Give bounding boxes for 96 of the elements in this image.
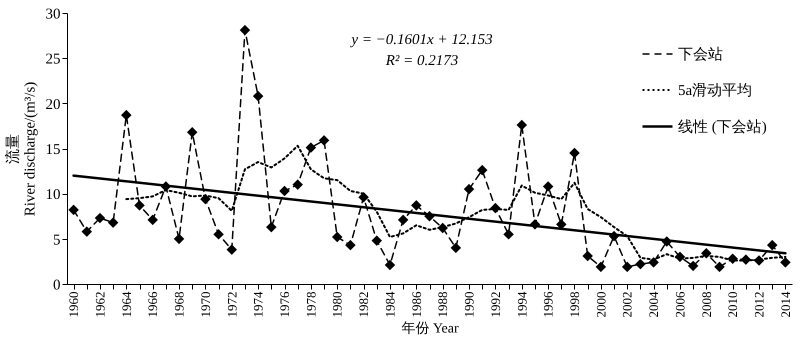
x-tick-label: 2014 xyxy=(778,291,793,318)
y-tick-label: 5 xyxy=(53,232,60,248)
point xyxy=(358,192,369,203)
x-tick-label: 1982 xyxy=(356,292,372,318)
x-tick-label: 1974 xyxy=(250,291,266,318)
point xyxy=(174,234,184,244)
point xyxy=(476,164,488,176)
point xyxy=(437,222,448,234)
annotation: R² = 0.2173 xyxy=(384,53,458,69)
x-tick-label: 1972 xyxy=(224,292,240,318)
x-tick-label: 1968 xyxy=(172,292,187,318)
y-tick-label: 15 xyxy=(46,142,60,158)
point xyxy=(569,148,580,158)
point xyxy=(701,248,712,259)
point xyxy=(384,260,396,270)
x-tick-label: 1988 xyxy=(435,292,450,318)
y-tick-label: 30 xyxy=(46,6,60,22)
point xyxy=(279,186,290,196)
point xyxy=(121,110,132,120)
x-tick-label: 2010 xyxy=(725,292,740,318)
x-tick-label: 1994 xyxy=(514,291,530,318)
point xyxy=(424,211,435,222)
point xyxy=(292,179,303,190)
point xyxy=(94,212,106,224)
x-tick-label: 1978 xyxy=(303,292,318,318)
x-tick-label: 2006 xyxy=(672,291,688,318)
point xyxy=(740,254,752,265)
y-tick-label: 20 xyxy=(46,96,60,113)
x-tick-label: 1990 xyxy=(462,292,477,318)
point xyxy=(345,240,356,250)
y-tick-label: 25 xyxy=(46,52,60,68)
point xyxy=(372,235,382,246)
point xyxy=(674,252,686,262)
point xyxy=(688,260,698,272)
x-tick-label: 2012 xyxy=(752,292,767,318)
point xyxy=(662,236,672,247)
point xyxy=(411,200,422,211)
x-tick-label: 1976 xyxy=(277,291,292,318)
point xyxy=(596,262,606,272)
point xyxy=(490,202,501,214)
point xyxy=(622,262,632,272)
legend-label: 线性 (下会站) xyxy=(678,118,767,136)
x-tick-label: 2004 xyxy=(646,291,662,318)
point xyxy=(714,262,725,272)
x-tick-label: 2008 xyxy=(698,292,714,318)
point xyxy=(186,126,198,138)
point xyxy=(332,232,342,242)
x-tick-label: 1996 xyxy=(540,291,556,318)
point xyxy=(608,230,620,242)
point xyxy=(240,24,250,36)
x-tick-label: 1962 xyxy=(92,292,108,318)
point xyxy=(780,257,791,268)
x-axis-title: 年份 Year xyxy=(401,320,459,336)
annotation: y = −0.1601x + 12.153 xyxy=(349,32,493,48)
point xyxy=(200,194,211,204)
point xyxy=(226,244,238,255)
point xyxy=(516,120,528,130)
point xyxy=(542,181,554,192)
x-tick-label: 1986 xyxy=(408,291,424,318)
x-tick-label: 1980 xyxy=(330,292,345,318)
point xyxy=(108,217,118,228)
x-tick-label: 1984 xyxy=(382,291,398,318)
point xyxy=(503,229,514,240)
point xyxy=(306,142,316,153)
point xyxy=(398,214,408,226)
y-tick-label: 10 xyxy=(46,187,60,204)
x-tick-label: 1964 xyxy=(118,291,134,318)
point xyxy=(160,181,172,192)
point xyxy=(252,90,264,102)
legend-label: 下会站 xyxy=(678,46,723,63)
point xyxy=(766,240,778,250)
point xyxy=(635,258,646,270)
point xyxy=(648,257,659,268)
point xyxy=(68,204,79,216)
point xyxy=(530,219,540,230)
point xyxy=(134,200,145,211)
point xyxy=(464,184,474,194)
point xyxy=(754,255,764,266)
x-tick-label: 1960 xyxy=(66,292,82,318)
x-tick-label: 2000 xyxy=(593,292,608,318)
x-tick-label: 1998 xyxy=(567,292,582,318)
y-axis-title: 流量 River discharge/(m³/s) xyxy=(4,82,38,216)
x-tick-label: 1992 xyxy=(488,292,503,318)
x-tick-label: 2002 xyxy=(620,292,635,318)
legend-label: 5a滑动平均 xyxy=(678,82,752,99)
x-tick-label: 1966 xyxy=(145,291,160,318)
point xyxy=(582,250,593,262)
point xyxy=(266,222,277,232)
y-tick-label: 0 xyxy=(53,278,60,294)
point xyxy=(82,226,92,237)
point xyxy=(318,135,330,146)
x-tick-label: 1970 xyxy=(198,292,213,318)
point xyxy=(727,253,738,264)
point xyxy=(450,242,462,254)
point xyxy=(213,229,224,240)
point xyxy=(147,214,158,226)
